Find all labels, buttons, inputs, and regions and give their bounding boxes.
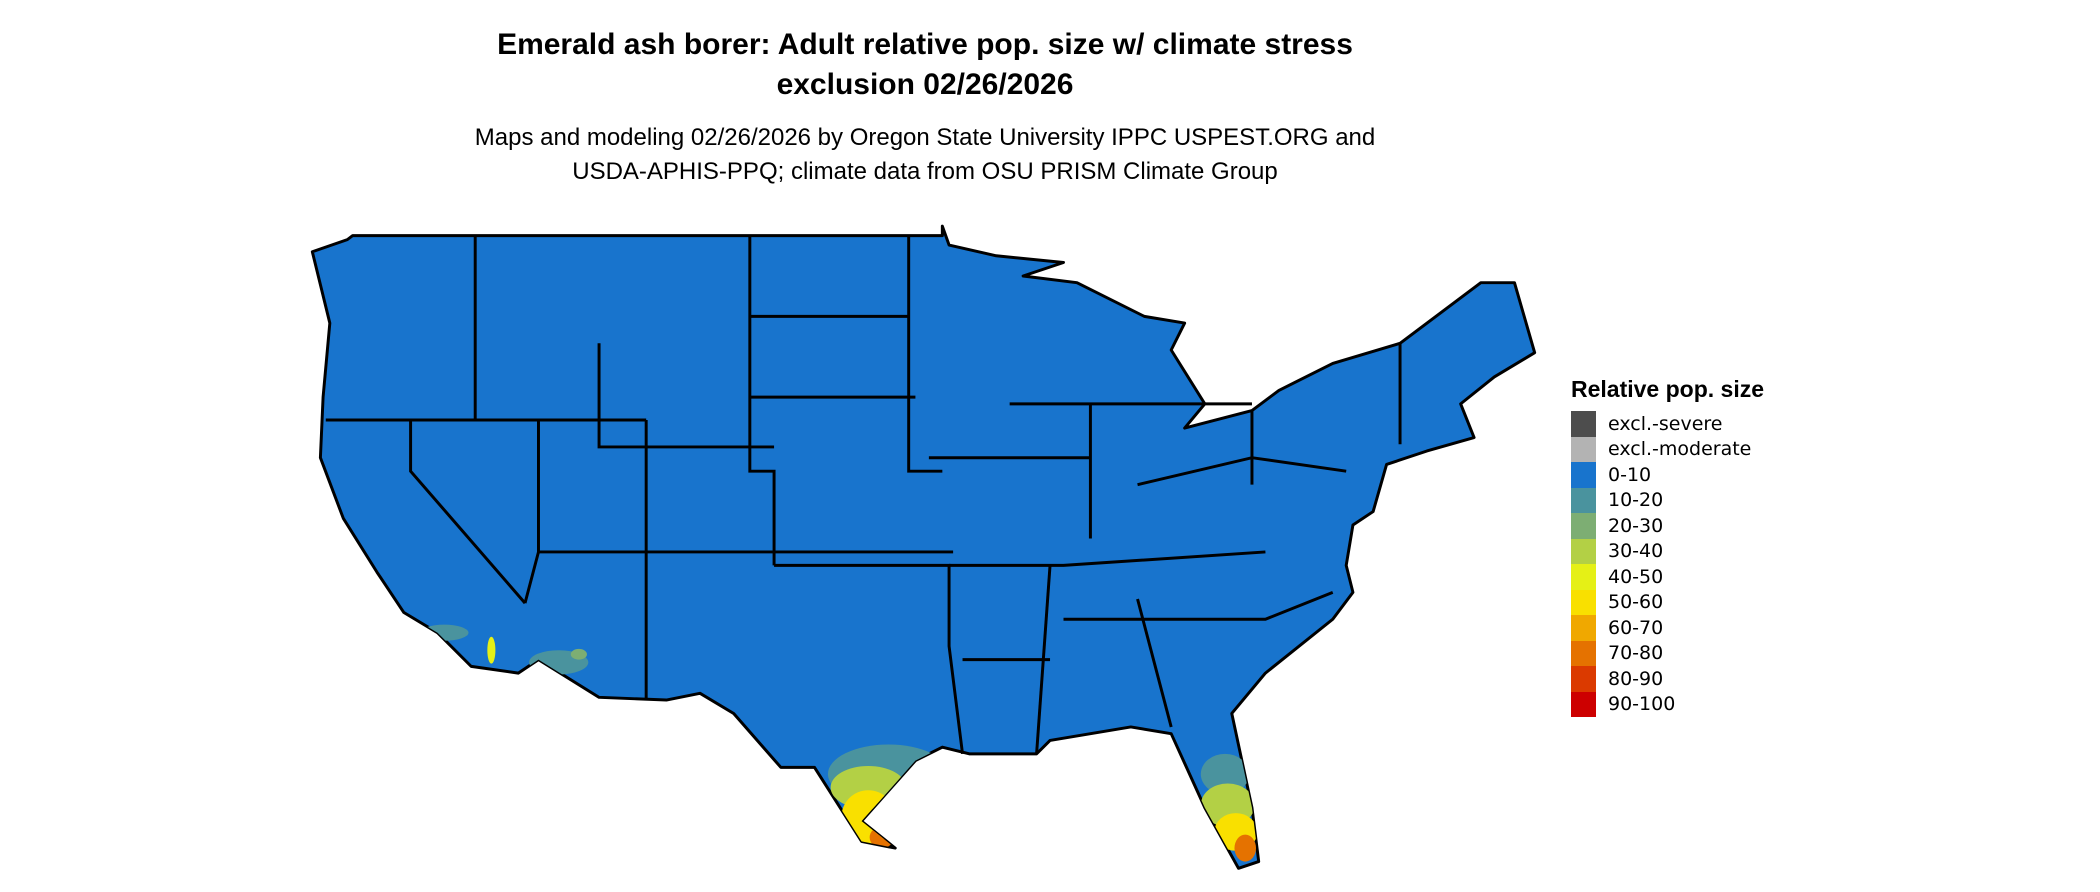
legend-label: 60-70 [1608, 616, 1664, 639]
legend-item: 30-40 [1571, 538, 1764, 564]
legend-title: Relative pop. size [1571, 376, 1765, 402]
legend-swatch [1571, 589, 1596, 615]
zone-40-50 [487, 636, 496, 664]
us-outline [310, 224, 1537, 870]
legend-label: excl.-moderate [1608, 438, 1752, 461]
legend-swatch [1571, 564, 1596, 590]
legend-swatch [1571, 411, 1596, 437]
legend-label: excl.-severe [1608, 412, 1723, 435]
legend-label: 0-10 [1608, 463, 1652, 486]
legend-item: 0-10 [1571, 462, 1764, 488]
legend-label: 70-80 [1608, 642, 1664, 665]
legend-item: 70-80 [1571, 640, 1764, 666]
legend-swatch [1571, 513, 1596, 539]
legend-swatch [1571, 666, 1596, 692]
legend-swatch [1571, 462, 1596, 488]
legend: Relative pop. size excl.-severe excl.-mod… [1571, 376, 1764, 717]
legend-item: excl.-severe [1571, 411, 1764, 437]
legend-swatch [1571, 691, 1596, 717]
map-title-line2: exclusion 02/26/2026 [776, 68, 1074, 101]
legend-item: 10-20 [1571, 487, 1764, 513]
legend-item: 80-90 [1571, 666, 1764, 692]
legend-item: 60-70 [1571, 615, 1764, 641]
zone-50-60 [841, 790, 896, 845]
zone-70-80 [1234, 834, 1257, 862]
legend-swatch [1571, 436, 1596, 462]
legend-item: excl.-moderate [1571, 436, 1764, 462]
map-title-line1: Emerald ash borer: Adult relative pop. s… [497, 28, 1353, 61]
legend-swatch [1571, 487, 1596, 513]
legend-label: 10-20 [1608, 489, 1664, 512]
zone-10-20 [1200, 753, 1250, 795]
map-subtitle-line2: USDA-APHIS-PPQ; climate data from OSU PR… [572, 158, 1278, 185]
legend-item: 50-60 [1571, 589, 1764, 615]
zone-20-30 [570, 648, 587, 660]
legend-label: 20-30 [1608, 514, 1664, 537]
legend-label: 50-60 [1608, 591, 1664, 614]
state-borders [325, 235, 1402, 755]
legend-item: 20-30 [1571, 513, 1764, 539]
map-subtitle-line1: Maps and modeling 02/26/2026 by Oregon S… [474, 124, 1376, 151]
legend-label: 90-100 [1608, 693, 1676, 716]
legend-swatch [1571, 640, 1596, 666]
legend-label: 80-90 [1608, 667, 1664, 690]
legend-item: 40-50 [1571, 564, 1764, 590]
legend-swatch [1571, 615, 1596, 641]
legend-label: 40-50 [1608, 565, 1664, 588]
legend-label: 30-40 [1608, 540, 1664, 563]
legend-item: 90-100 [1571, 691, 1764, 717]
legend-swatch [1571, 538, 1596, 564]
